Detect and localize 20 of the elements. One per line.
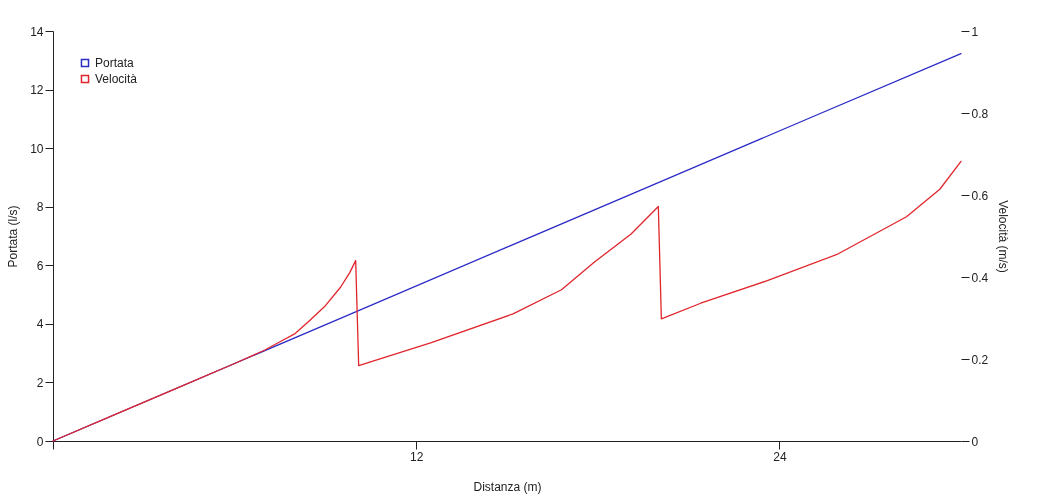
y2-tick-label: 0.4: [971, 270, 989, 285]
legend-label: Velocità: [95, 72, 138, 86]
y-tick-label: 10: [30, 141, 44, 156]
y-tick-label: 0: [36, 434, 44, 449]
y2-tick-label: 0.2: [971, 352, 989, 367]
y-tick-label: 8: [36, 200, 44, 215]
y-tick-label: 6: [36, 258, 44, 273]
y2-tick-label: 1: [971, 24, 979, 39]
x-axis-title: Distanza (m): [473, 479, 542, 494]
y-axis-title: Portata (l/s): [6, 205, 21, 268]
y2-tick-label: 0.6: [971, 188, 989, 203]
x-tick-label: 24: [773, 449, 787, 464]
y2-tick-label: 0.8: [971, 106, 989, 121]
y-tick-label: 14: [30, 24, 44, 39]
y-tick-label: 12: [30, 83, 44, 98]
y-tick-label: 2: [36, 375, 44, 390]
y-tick-label: 4: [36, 317, 44, 332]
legend-label: Portata: [95, 56, 135, 70]
y2-axis-title: Velocità (m/s): [996, 200, 1011, 273]
y2-tick-label: 0: [971, 434, 979, 449]
